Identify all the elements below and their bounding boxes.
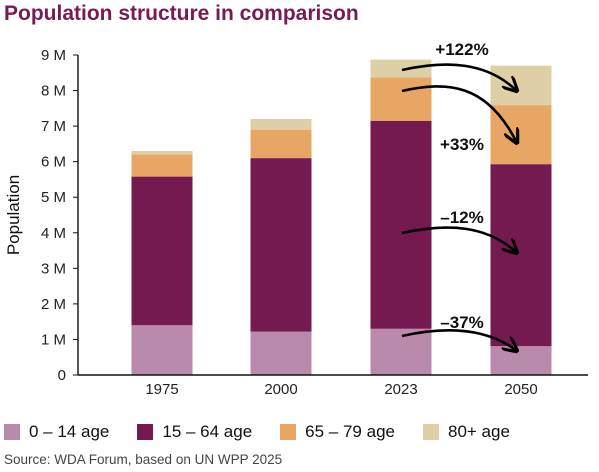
legend-swatch (137, 424, 154, 440)
y-tick-label: 1 M (41, 331, 66, 348)
bar-segment (250, 331, 312, 375)
legend-swatch (422, 424, 439, 440)
legend-swatch (4, 424, 20, 440)
bar-segment (250, 158, 312, 332)
change-arrow (401, 329, 517, 351)
legend-label: 0 – 14 age (29, 422, 110, 441)
x-tick-label: 2050 (504, 381, 537, 398)
legend-label: 15 – 64 age (162, 422, 253, 441)
bar-segment (131, 154, 193, 177)
bar-segment (131, 151, 193, 155)
bar-segment (250, 129, 312, 159)
legend-label: 80+ age (447, 422, 510, 441)
change-label: –37% (440, 313, 483, 332)
legend-item: 65 – 79 age (280, 422, 395, 442)
bar-segment (250, 119, 312, 130)
x-tick-label: 1975 (145, 381, 178, 398)
bar-segment (490, 164, 552, 347)
bar-segment (131, 325, 193, 375)
bar-segment (490, 65, 552, 106)
source-note: Source: WDA Forum, based on UN WPP 2025 (4, 452, 283, 467)
bar-segment (490, 105, 552, 165)
bar-segment (370, 120, 432, 329)
y-tick-label: 5 M (41, 189, 66, 206)
y-tick-label: 9 M (41, 47, 66, 64)
change-label: +33% (440, 135, 484, 154)
y-tick-label: 8 M (41, 83, 66, 100)
y-tick-label: 4 M (41, 225, 66, 242)
x-tick-label: 2000 (264, 381, 297, 398)
legend-item: 15 – 64 age (137, 422, 252, 442)
legend-label: 65 – 79 age (305, 422, 395, 441)
legend-swatch (280, 424, 297, 440)
change-label: –12% (440, 208, 483, 227)
y-tick-label: 2 M (41, 296, 66, 313)
bar-segment (370, 328, 432, 375)
change-arrow (401, 63, 517, 91)
y-tick-label: 7 M (41, 118, 66, 135)
bar-segment (490, 346, 552, 375)
x-tick-label: 2023 (384, 381, 417, 398)
change-arrow (401, 85, 517, 143)
chart-title: Population structure in comparison (4, 2, 359, 25)
legend-item: 80+ age (422, 422, 510, 442)
y-axis-title: Population (4, 175, 23, 255)
y-tick-label: 6 M (41, 154, 66, 171)
y-tick-label: 0 (58, 367, 66, 384)
change-arrow (401, 226, 517, 253)
bar-segment (370, 77, 432, 121)
bar-segment (131, 176, 193, 326)
y-tick-label: 3 M (41, 260, 66, 277)
change-label: +122% (435, 40, 488, 59)
legend-item: 0 – 14 age (4, 422, 109, 442)
bar-segment (370, 59, 432, 78)
legend: 0 – 14 age 15 – 64 age 65 – 79 age 80+ age (4, 422, 510, 442)
